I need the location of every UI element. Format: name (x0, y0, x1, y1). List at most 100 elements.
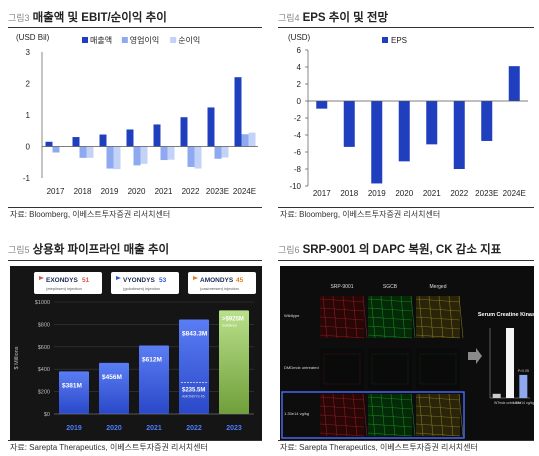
micro-column-label: SRP-9001 (330, 284, 353, 290)
x-tick-label: 2023 (226, 425, 242, 432)
tissue-pattern (367, 414, 413, 419)
product-brand: EXONDYS (46, 277, 78, 284)
micro-image-tile (416, 394, 460, 436)
y-tick-label: 0 (26, 143, 31, 152)
arrow-icon (468, 348, 482, 364)
tissue-pattern (319, 325, 365, 330)
bar-영업이익 (52, 146, 60, 153)
bar-영업이익 (160, 146, 168, 161)
sub-value-note: AMONDYS 45 (182, 395, 205, 399)
tissue-pattern (428, 295, 434, 339)
product-generic: (casimersen) injection (200, 286, 239, 291)
bar-매출액 (234, 77, 242, 147)
tissue-pattern (370, 295, 376, 339)
tissue-pattern (362, 295, 368, 339)
panel-revenue-ebit: 그림3 매출액 및 EBIT/순이익 추이 (USD Bil) 매출액 영업이익 순이익… (0, 0, 270, 228)
product-generic: (golodirsen) injection (123, 286, 160, 291)
source-text: 자료: Bloomberg, 이베스트투자증권 리서치센터 (280, 210, 441, 219)
tissue-pattern (428, 393, 434, 437)
y-tick-label: $400 (38, 367, 50, 373)
tissue-pattern (367, 432, 413, 437)
tissue-pattern (367, 396, 413, 401)
y-tick-label: 1 (26, 111, 31, 120)
product-brand: VYONDYS (123, 277, 155, 284)
tissue-pattern (342, 295, 348, 339)
legend-label: 순이익 (178, 35, 200, 45)
bar-eps (371, 101, 383, 184)
tissue-pattern (319, 307, 365, 312)
tissue-pattern (380, 295, 386, 339)
eps-chart: (USD) EPS 6 4 2 0 -2 -4 -6 -8 -10 2017 2018 2019 2020 2… (288, 33, 528, 198)
tissue-pattern (415, 423, 461, 428)
tissue-pattern (418, 295, 424, 339)
tissue-pattern (332, 295, 338, 339)
product-logo-icon (193, 276, 198, 280)
y-axis-label: $ Millions (14, 346, 20, 369)
y-tick-label: $800 (38, 322, 50, 328)
tissue-pattern (319, 432, 365, 437)
bar-value-label: $843.3M (182, 331, 207, 338)
micro-column-label: SGCB (383, 284, 398, 290)
bar-revenue (219, 310, 249, 414)
tissue-pattern (352, 393, 358, 437)
tissue-pattern (418, 393, 424, 437)
product-brand: AMONDYS (200, 277, 234, 284)
y-tick-label: -8 (294, 165, 302, 174)
x-tick-label: 2019 (101, 187, 119, 196)
source-text: 자료: Sarepta Therapeutics, 이베스트투자증권 리서치센터 (280, 443, 478, 452)
title-rule (278, 260, 534, 261)
highlight-box (281, 391, 465, 439)
y-tick-label: 3 (26, 48, 31, 57)
x-tick-label: 2023E (206, 187, 229, 196)
micro-image-tile (368, 394, 412, 436)
pipeline-chart: EXONDYS 51(eteplirsen) injection VYONDYS 53… (14, 272, 256, 432)
y-tick-label: -1 (23, 174, 31, 183)
bar-순이익 (221, 146, 229, 158)
product-card (34, 272, 102, 294)
product-number: 51 (82, 277, 90, 284)
x-tick-label: 2021 (146, 425, 162, 432)
bar-순이익 (113, 146, 121, 170)
tissue-pattern (362, 393, 368, 437)
tissue-pattern (367, 405, 413, 410)
legend-swatch (170, 37, 177, 43)
bar-영업이익 (79, 146, 87, 158)
panel-title: 그림5 상용화 파이프라인 매출 추이 (8, 244, 170, 256)
y-tick-label: $0 (44, 412, 50, 418)
product-card (188, 272, 256, 294)
bar-순이익 (194, 146, 202, 169)
product-logo-icon (116, 276, 121, 280)
bar-eps (316, 101, 328, 109)
ck-x-label: 1.33e14 vg/kg (512, 401, 534, 405)
micro-image-tile (320, 296, 364, 338)
tissue-pattern (319, 298, 365, 303)
bar-매출액 (126, 129, 134, 147)
bar-영업이익 (133, 146, 141, 166)
bar-revenue (179, 319, 209, 414)
bar-eps (398, 101, 410, 162)
tissue-pattern (319, 396, 365, 401)
source-rule (8, 440, 262, 441)
srp-figure: SRP-9001 SGCB Merged Wildtype DMDmdx untreat… (281, 284, 534, 439)
tissue-pattern (448, 295, 454, 339)
bar-매출액 (72, 137, 80, 147)
legend-swatch (121, 37, 128, 43)
tissue-pattern (390, 393, 396, 437)
bar-매출액 (207, 107, 215, 147)
micro-image-tile (320, 348, 364, 390)
product-number: 45 (236, 277, 244, 284)
tissue-pattern (415, 432, 461, 437)
tissue-pattern (367, 423, 413, 428)
tissue-pattern (415, 405, 461, 410)
ck-annotation: P<0.05 (518, 369, 529, 373)
x-tick-label: 2021 (423, 189, 441, 198)
tissue-pattern (415, 334, 461, 339)
y-tick-label: -6 (294, 148, 302, 157)
tissue-pattern (319, 316, 365, 321)
legend-label: 매출액 (90, 35, 112, 45)
micro-row-label: DMDmdx untreated mice (284, 365, 329, 370)
title-rule (8, 27, 262, 28)
tissue-pattern (367, 334, 413, 339)
tissue-pattern (323, 353, 361, 385)
bar-영업이익 (106, 146, 114, 169)
